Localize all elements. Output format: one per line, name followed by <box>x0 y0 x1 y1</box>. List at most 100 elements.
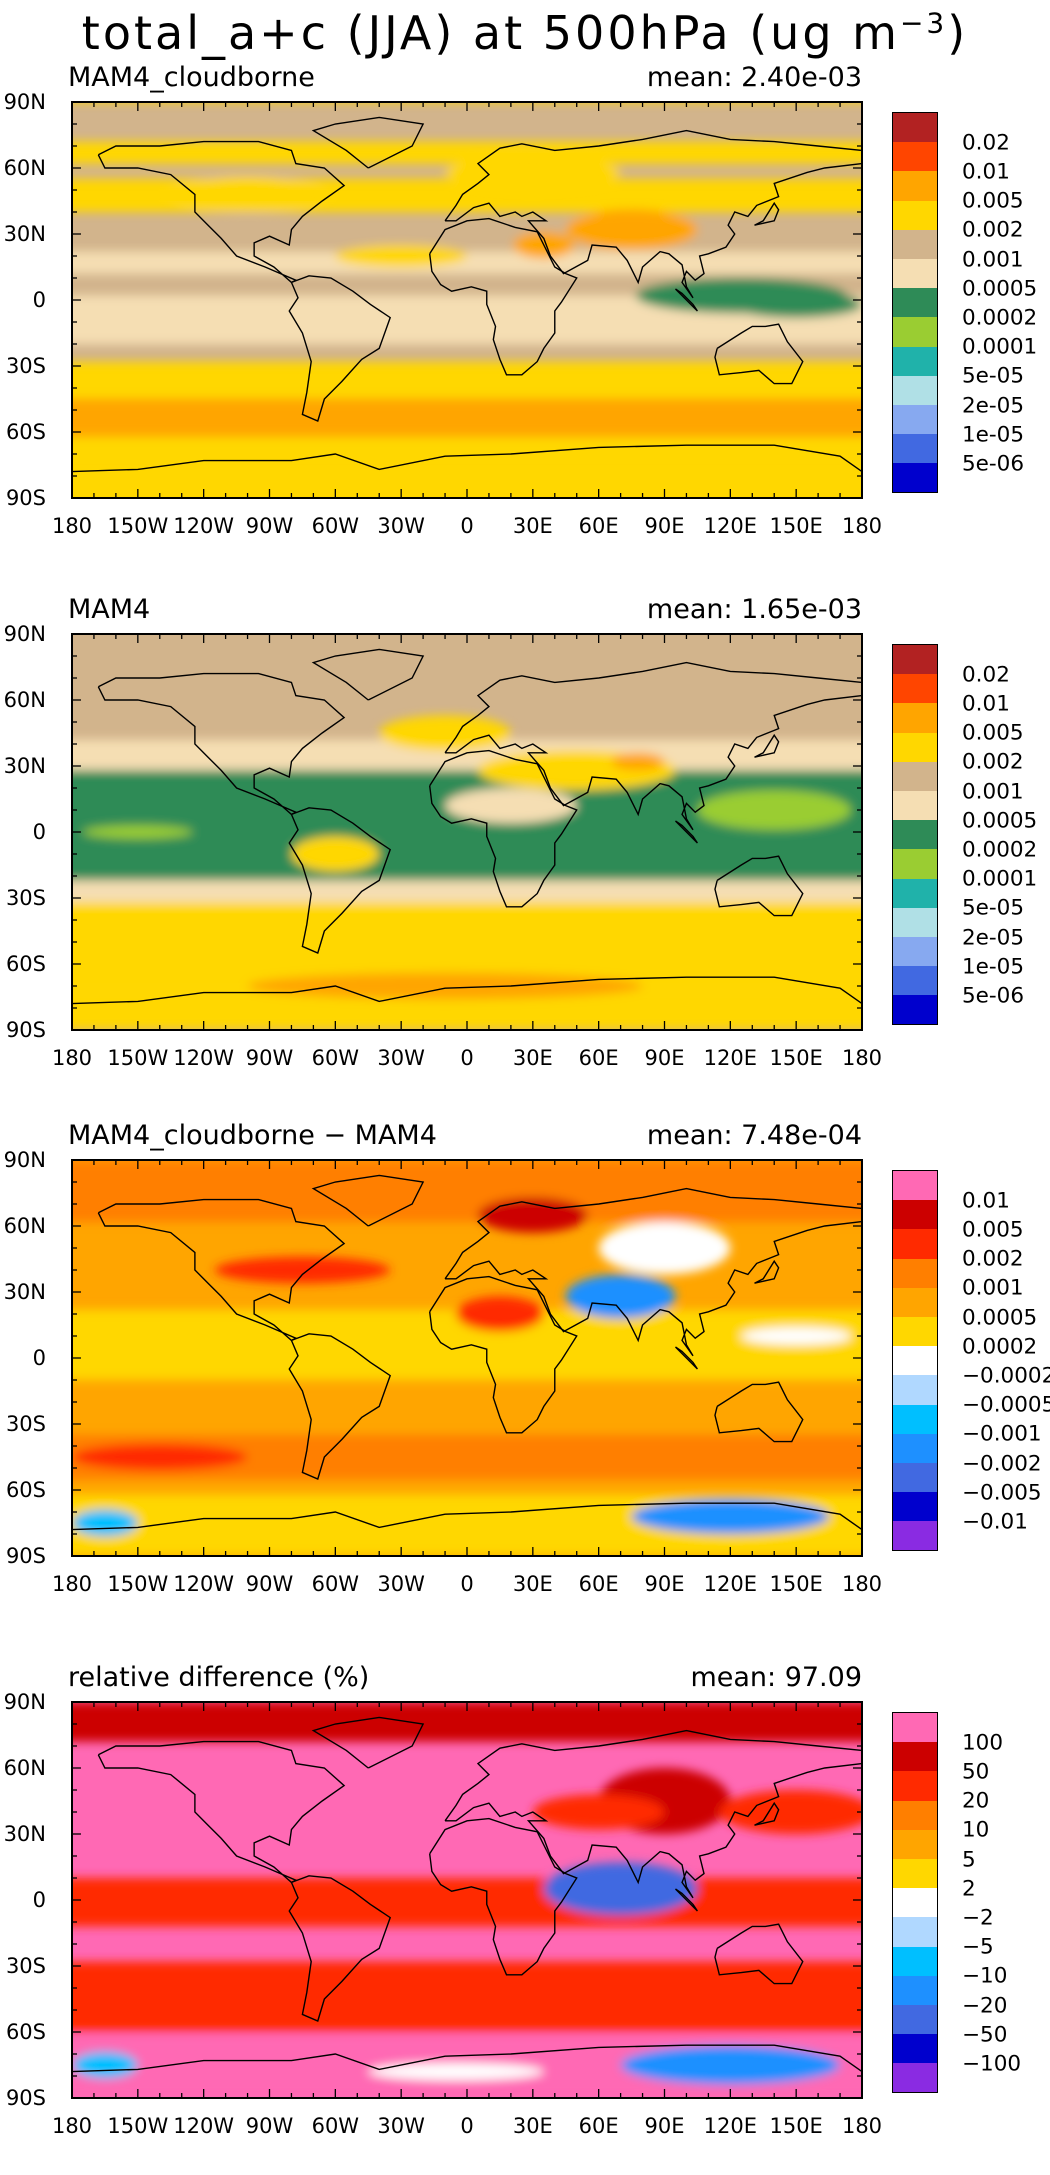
panel-title: MAM4 <box>68 594 151 625</box>
colorbar-swatch <box>893 1771 937 1801</box>
lat-label: 30S <box>5 1412 46 1436</box>
colorbar-label: 0.0001 <box>962 334 1038 360</box>
lon-label: 30W <box>377 1572 425 1596</box>
field-blob <box>335 245 467 267</box>
colorbar-label: 5e-05 <box>962 363 1025 389</box>
coastline <box>444 661 862 831</box>
lon-label: 150E <box>769 1572 823 1596</box>
lon-label: 30W <box>377 514 425 538</box>
field-blob <box>170 176 325 212</box>
coastline <box>674 1346 698 1370</box>
colorbar-label: 100 <box>962 1730 1004 1756</box>
colorbar <box>892 1712 938 2094</box>
colorbar-label: 0.01 <box>962 1188 1010 1214</box>
field-band <box>72 399 862 437</box>
title-exponent: −3 <box>899 6 948 40</box>
field-blob <box>598 1221 731 1275</box>
colorbar-swatch <box>893 2004 937 2035</box>
field-band <box>72 344 862 362</box>
colorbar-label: 1e-05 <box>962 954 1025 980</box>
lon-label: 120E <box>703 1046 758 1070</box>
colorbar-label: 0.001 <box>962 247 1024 272</box>
coastline <box>72 976 862 1005</box>
colorbar-swatch <box>893 1829 937 1859</box>
colorbar-label: 0.0005 <box>962 808 1038 834</box>
field-blob <box>72 1509 138 1537</box>
colorbar-swatch <box>893 1404 937 1434</box>
colorbar-swatch <box>893 404 937 435</box>
lon-label: 180 <box>51 514 93 538</box>
map-plot <box>71 1701 863 2099</box>
lon-label: 90E <box>644 1572 685 1596</box>
coastline <box>428 217 578 376</box>
colorbar <box>892 112 938 494</box>
colorbar-swatch <box>893 761 937 791</box>
coastline <box>754 733 780 758</box>
field-blob <box>730 291 862 318</box>
colorbar-label: −0.0002 <box>962 1363 1050 1389</box>
lat-label: 90S <box>5 1544 46 1568</box>
coastline <box>444 129 862 299</box>
colorbar-label: 0.02 <box>962 130 1010 156</box>
lon-label: 30E <box>512 1572 553 1596</box>
lon-label: 90E <box>644 514 685 538</box>
coastline <box>97 1740 346 1884</box>
colorbar-swatch <box>893 258 937 289</box>
colorbar-label: −5 <box>962 1934 994 1960</box>
lat-label: 90S <box>5 2086 46 2110</box>
coastline <box>754 1259 780 1284</box>
coastline <box>288 1333 392 1480</box>
lat-label: 30S <box>5 354 46 378</box>
colorbar-swatch <box>893 2034 937 2064</box>
coastline <box>311 1174 425 1227</box>
colorbar-swatch <box>893 317 937 347</box>
lon-label: 120E <box>703 514 758 538</box>
colorbar-label: 2e-05 <box>962 393 1025 418</box>
colorbar-swatch <box>893 732 937 762</box>
coastline <box>674 820 698 844</box>
coastline <box>444 1187 862 1357</box>
colorbar-swatch <box>893 907 937 937</box>
colorbar-swatch <box>893 1917 937 1947</box>
colorbar-label: 0.0002 <box>962 837 1038 863</box>
field-blob <box>565 1274 676 1319</box>
colorbar-swatch <box>893 2063 937 2093</box>
colorbar-label: 0.001 <box>962 1275 1024 1301</box>
colorbar-swatch <box>893 703 937 733</box>
lon-label: 120W <box>173 1046 235 1070</box>
colorbar-label: 5e-06 <box>962 451 1025 477</box>
colorbar-label: 50 <box>962 1759 990 1785</box>
colorbar-swatch <box>893 288 937 318</box>
lat-label: 60S <box>5 2020 46 2044</box>
colorbar-swatch <box>893 1946 937 1976</box>
colorbar-label: 2 <box>962 1876 976 1902</box>
colorbar-swatch <box>893 1433 937 1463</box>
coastline <box>97 140 346 284</box>
lon-label: 150W <box>107 1046 169 1070</box>
colorbar-swatch <box>893 434 937 464</box>
field-blob <box>368 2062 544 2081</box>
colorbar-swatch <box>893 463 937 493</box>
field-blob <box>456 1296 544 1332</box>
colorbar-label: −0.01 <box>962 1509 1028 1535</box>
colorbar-label: 0.001 <box>962 779 1024 804</box>
panel-title: relative difference (%) <box>68 1662 370 1693</box>
colorbar-label: 0.0002 <box>962 1334 1038 1360</box>
coastline <box>674 288 698 312</box>
coastline <box>97 1198 346 1342</box>
coastline <box>288 807 392 954</box>
coastline <box>311 1716 425 1769</box>
coastline <box>428 749 578 908</box>
lat-label: 30S <box>5 886 46 910</box>
lon-label: 150E <box>769 514 823 538</box>
colorbar-label: −100 <box>962 2051 1022 2077</box>
coastline <box>72 1502 862 1531</box>
colorbar-swatch <box>893 1287 937 1317</box>
title-close: ) <box>947 6 969 60</box>
lon-label: 0 <box>460 1572 474 1596</box>
lon-label: 180 <box>841 1572 883 1596</box>
field-blob <box>532 1794 665 1830</box>
lat-label: 30N <box>3 1280 46 1304</box>
coastline <box>714 323 804 385</box>
map-plot <box>71 101 863 499</box>
